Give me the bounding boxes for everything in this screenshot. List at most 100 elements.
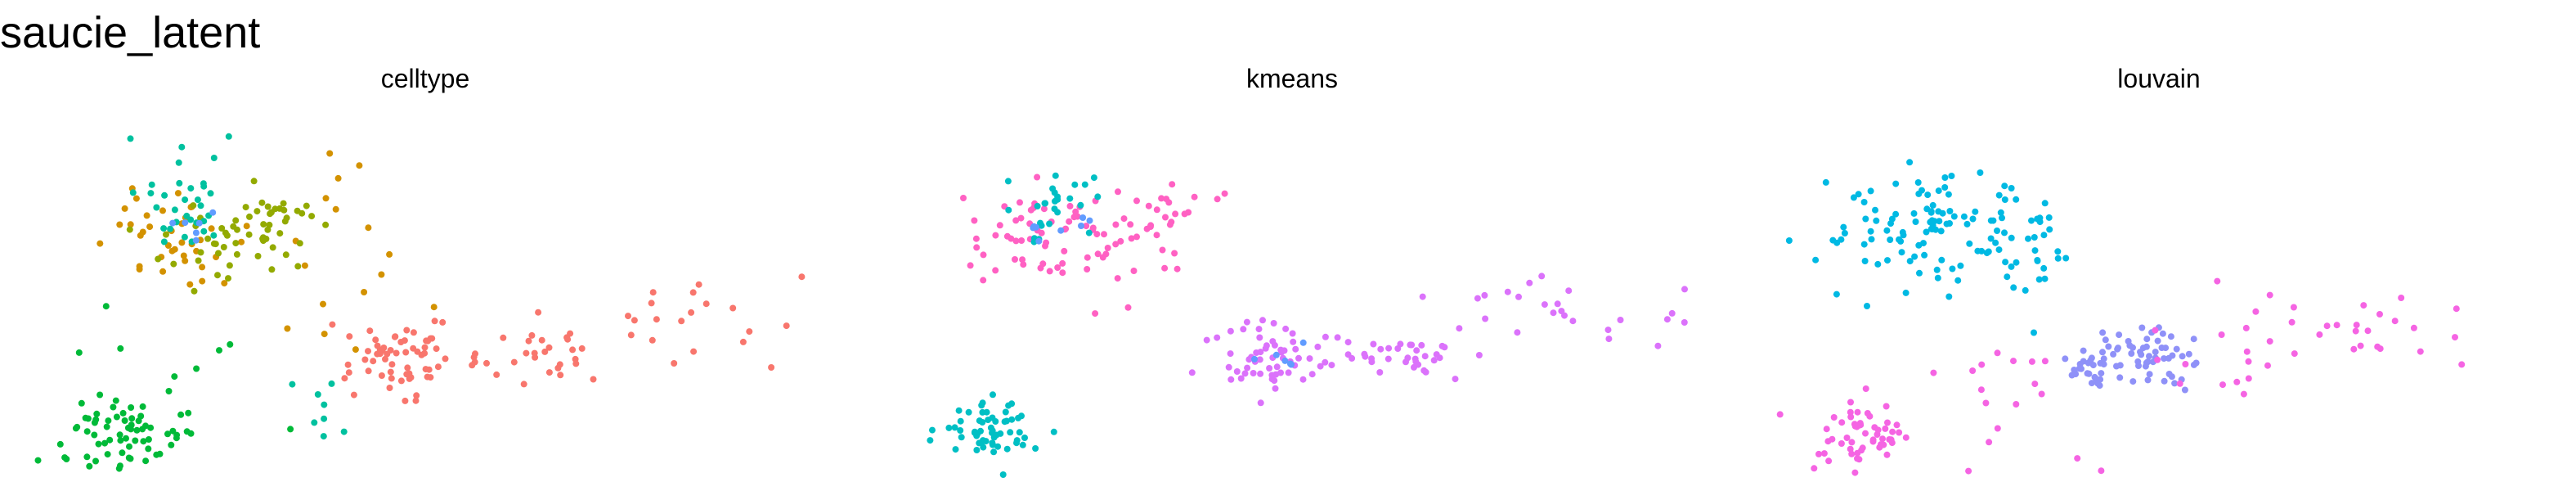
scatter-point: [1158, 195, 1165, 202]
scatter-point: [321, 415, 328, 422]
scatter-point: [386, 250, 393, 258]
scatter-point: [1272, 385, 1279, 392]
scatter-point: [1005, 206, 1012, 214]
scatter-point: [2100, 355, 2107, 363]
scatter-point: [1244, 364, 1251, 372]
scatter-point: [1057, 227, 1065, 234]
scatter-point: [276, 230, 284, 237]
scatter-point: [971, 217, 978, 224]
scatter-point: [1997, 209, 2004, 216]
scatter-point: [1888, 439, 1896, 447]
scatter-point: [1120, 215, 1128, 223]
scatter-point: [242, 204, 249, 211]
scatter-point: [1361, 350, 1368, 358]
scatter-point: [1452, 376, 1459, 383]
scatter-plot-celltype: [34, 133, 806, 472]
scatter-point: [2025, 235, 2031, 242]
scatter-point: [245, 231, 253, 238]
scatter-point: [143, 212, 150, 219]
scatter-point: [164, 430, 171, 438]
scatter-point: [104, 451, 111, 458]
scatter-point: [101, 439, 109, 447]
scatter-point: [127, 455, 134, 462]
scatter-point: [1550, 309, 1557, 317]
scatter-point: [397, 377, 405, 385]
scatter-point: [1070, 214, 1078, 221]
scatter-point: [648, 336, 656, 344]
scatter-point: [92, 457, 99, 465]
scatter-point: [2233, 378, 2241, 385]
scatter-point: [1825, 457, 1833, 465]
scatter-point: [193, 365, 200, 372]
scatter-point: [1268, 376, 1276, 383]
scatter-point: [1515, 293, 1522, 300]
scatter-point: [1174, 265, 1181, 273]
scatter-point: [1860, 241, 1868, 248]
scatter-point: [139, 403, 146, 410]
scatter-point: [1896, 429, 1903, 436]
scatter-point: [366, 327, 374, 335]
scatter-point: [2062, 355, 2069, 363]
scatter-point: [1370, 340, 1377, 348]
scatter-point: [322, 221, 330, 228]
scatter-point: [1847, 408, 1854, 416]
scatter-point: [2001, 196, 2008, 203]
scatter-point: [1937, 227, 1945, 235]
scatter-point: [225, 133, 232, 140]
scatter-point: [1085, 229, 1093, 236]
scatter-point: [1281, 357, 1289, 364]
scatter-point: [2013, 401, 2020, 408]
scatter-point: [1221, 190, 1228, 197]
scatter-point: [2357, 342, 2364, 349]
scatter-point: [260, 237, 267, 245]
scatter-point: [2008, 263, 2015, 270]
scatter-point: [1385, 345, 1393, 352]
scatter-point: [958, 434, 965, 441]
scatter-point: [1867, 187, 1874, 195]
scatter-point: [181, 233, 188, 241]
scatter-point: [210, 155, 218, 161]
scatter-point: [392, 333, 399, 340]
scatter-point: [627, 331, 635, 339]
scatter-point: [957, 427, 964, 434]
scatter-point: [2041, 275, 2049, 282]
scatter-point: [1054, 264, 1061, 271]
scatter-point: [113, 413, 120, 421]
scatter-point: [83, 453, 91, 461]
scatter-point: [2350, 345, 2358, 353]
scatter-point: [2165, 354, 2172, 362]
scatter-point: [1046, 268, 1053, 275]
scatter-point: [1422, 368, 1429, 376]
scatter-point: [572, 355, 579, 363]
scatter-point: [434, 363, 442, 371]
scatter-point: [2185, 350, 2192, 358]
scatter-point: [345, 369, 352, 376]
scatter-point: [431, 318, 438, 325]
scatter-point: [439, 318, 447, 326]
scatter-point: [1368, 355, 1376, 363]
scatter-point: [2114, 345, 2121, 353]
scatter-point: [365, 348, 371, 355]
scatter-point: [1902, 434, 1910, 441]
scatter-point: [204, 235, 212, 242]
scatter-point: [1663, 316, 1671, 323]
scatter-point: [112, 397, 119, 404]
scatter-point: [1002, 408, 1009, 416]
scatter-point: [96, 391, 104, 399]
scatter-point: [1285, 369, 1292, 376]
scatter-point: [268, 266, 276, 273]
scatter-point: [1112, 241, 1120, 248]
scatter-point: [980, 444, 987, 451]
scatter-point: [1850, 194, 1857, 201]
scatter-point: [233, 250, 240, 258]
scatter-point: [128, 421, 135, 429]
scatter-point: [1920, 240, 1927, 247]
scatter-point: [1887, 236, 1894, 243]
scatter-point: [1880, 441, 1887, 448]
scatter-point: [102, 303, 110, 310]
scatter-point: [1114, 275, 1121, 282]
scatter-point: [2126, 342, 2134, 349]
scatter-point: [421, 344, 429, 351]
scatter-point: [996, 222, 1003, 229]
scatter-point: [116, 462, 123, 470]
